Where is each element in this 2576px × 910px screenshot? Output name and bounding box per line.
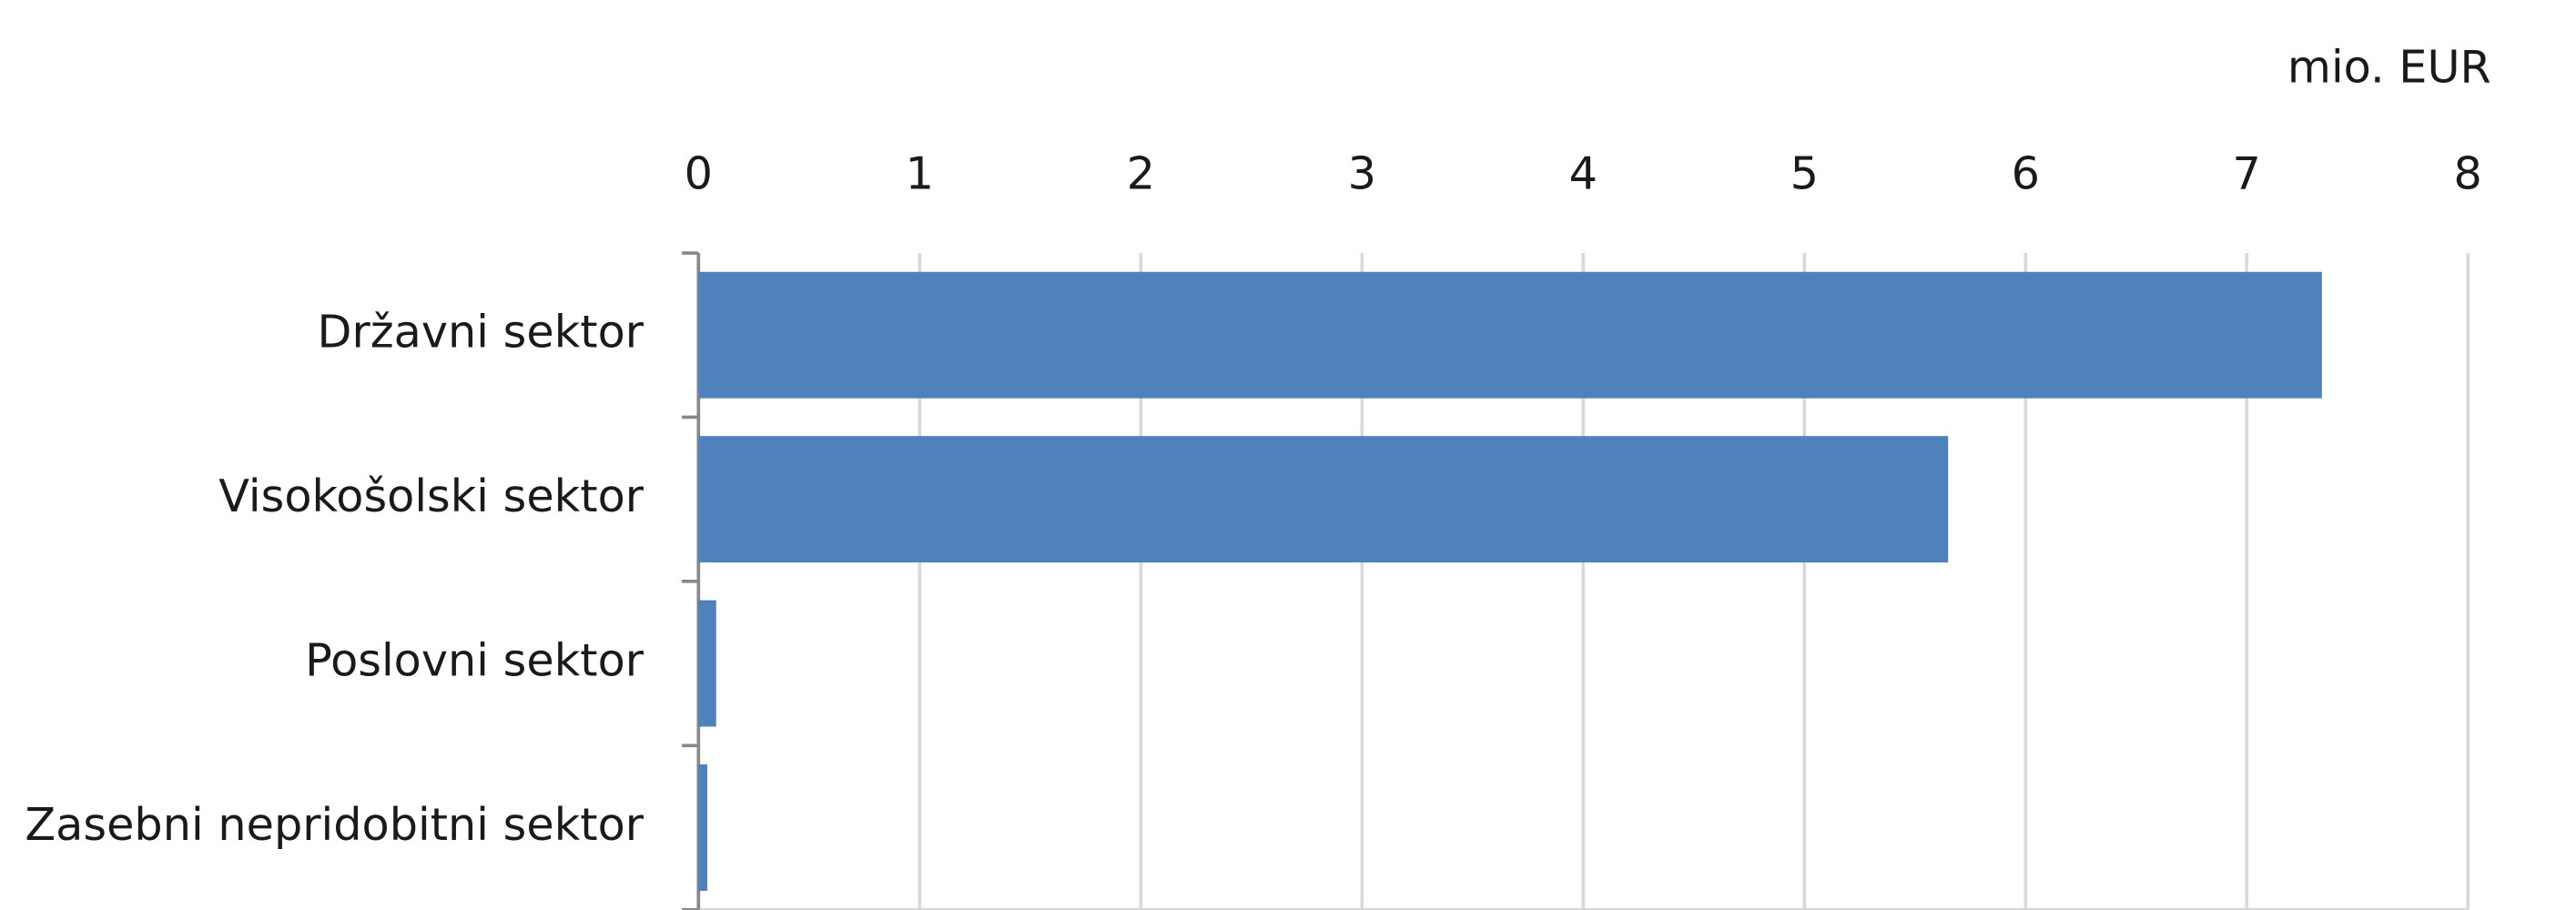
- y-tick-label: Državni sektor: [318, 306, 644, 359]
- x-tick-label: 5: [1790, 147, 1819, 199]
- axis-label: mio. EUR: [2287, 41, 2491, 94]
- y-tick-label: Poslovni sektor: [305, 634, 644, 687]
- x-tick-label: 0: [685, 147, 713, 199]
- x-tick-label: 4: [1569, 147, 1597, 199]
- y-tick-label: Visokošolski sektor: [218, 470, 644, 522]
- bar: [698, 436, 1949, 563]
- bar: [698, 271, 2322, 399]
- x-tick-label: 7: [2233, 147, 2261, 199]
- bar: [698, 764, 708, 891]
- x-tick-label: 8: [2454, 147, 2482, 199]
- y-tick-label: Zasebni nepridobitni sektor: [25, 798, 644, 851]
- x-tick-label: 3: [1348, 147, 1376, 199]
- bar: [698, 600, 716, 727]
- x-tick-label: 1: [906, 147, 934, 199]
- x-tick-label: 6: [2012, 147, 2040, 199]
- x-tick-label: 2: [1127, 147, 1155, 199]
